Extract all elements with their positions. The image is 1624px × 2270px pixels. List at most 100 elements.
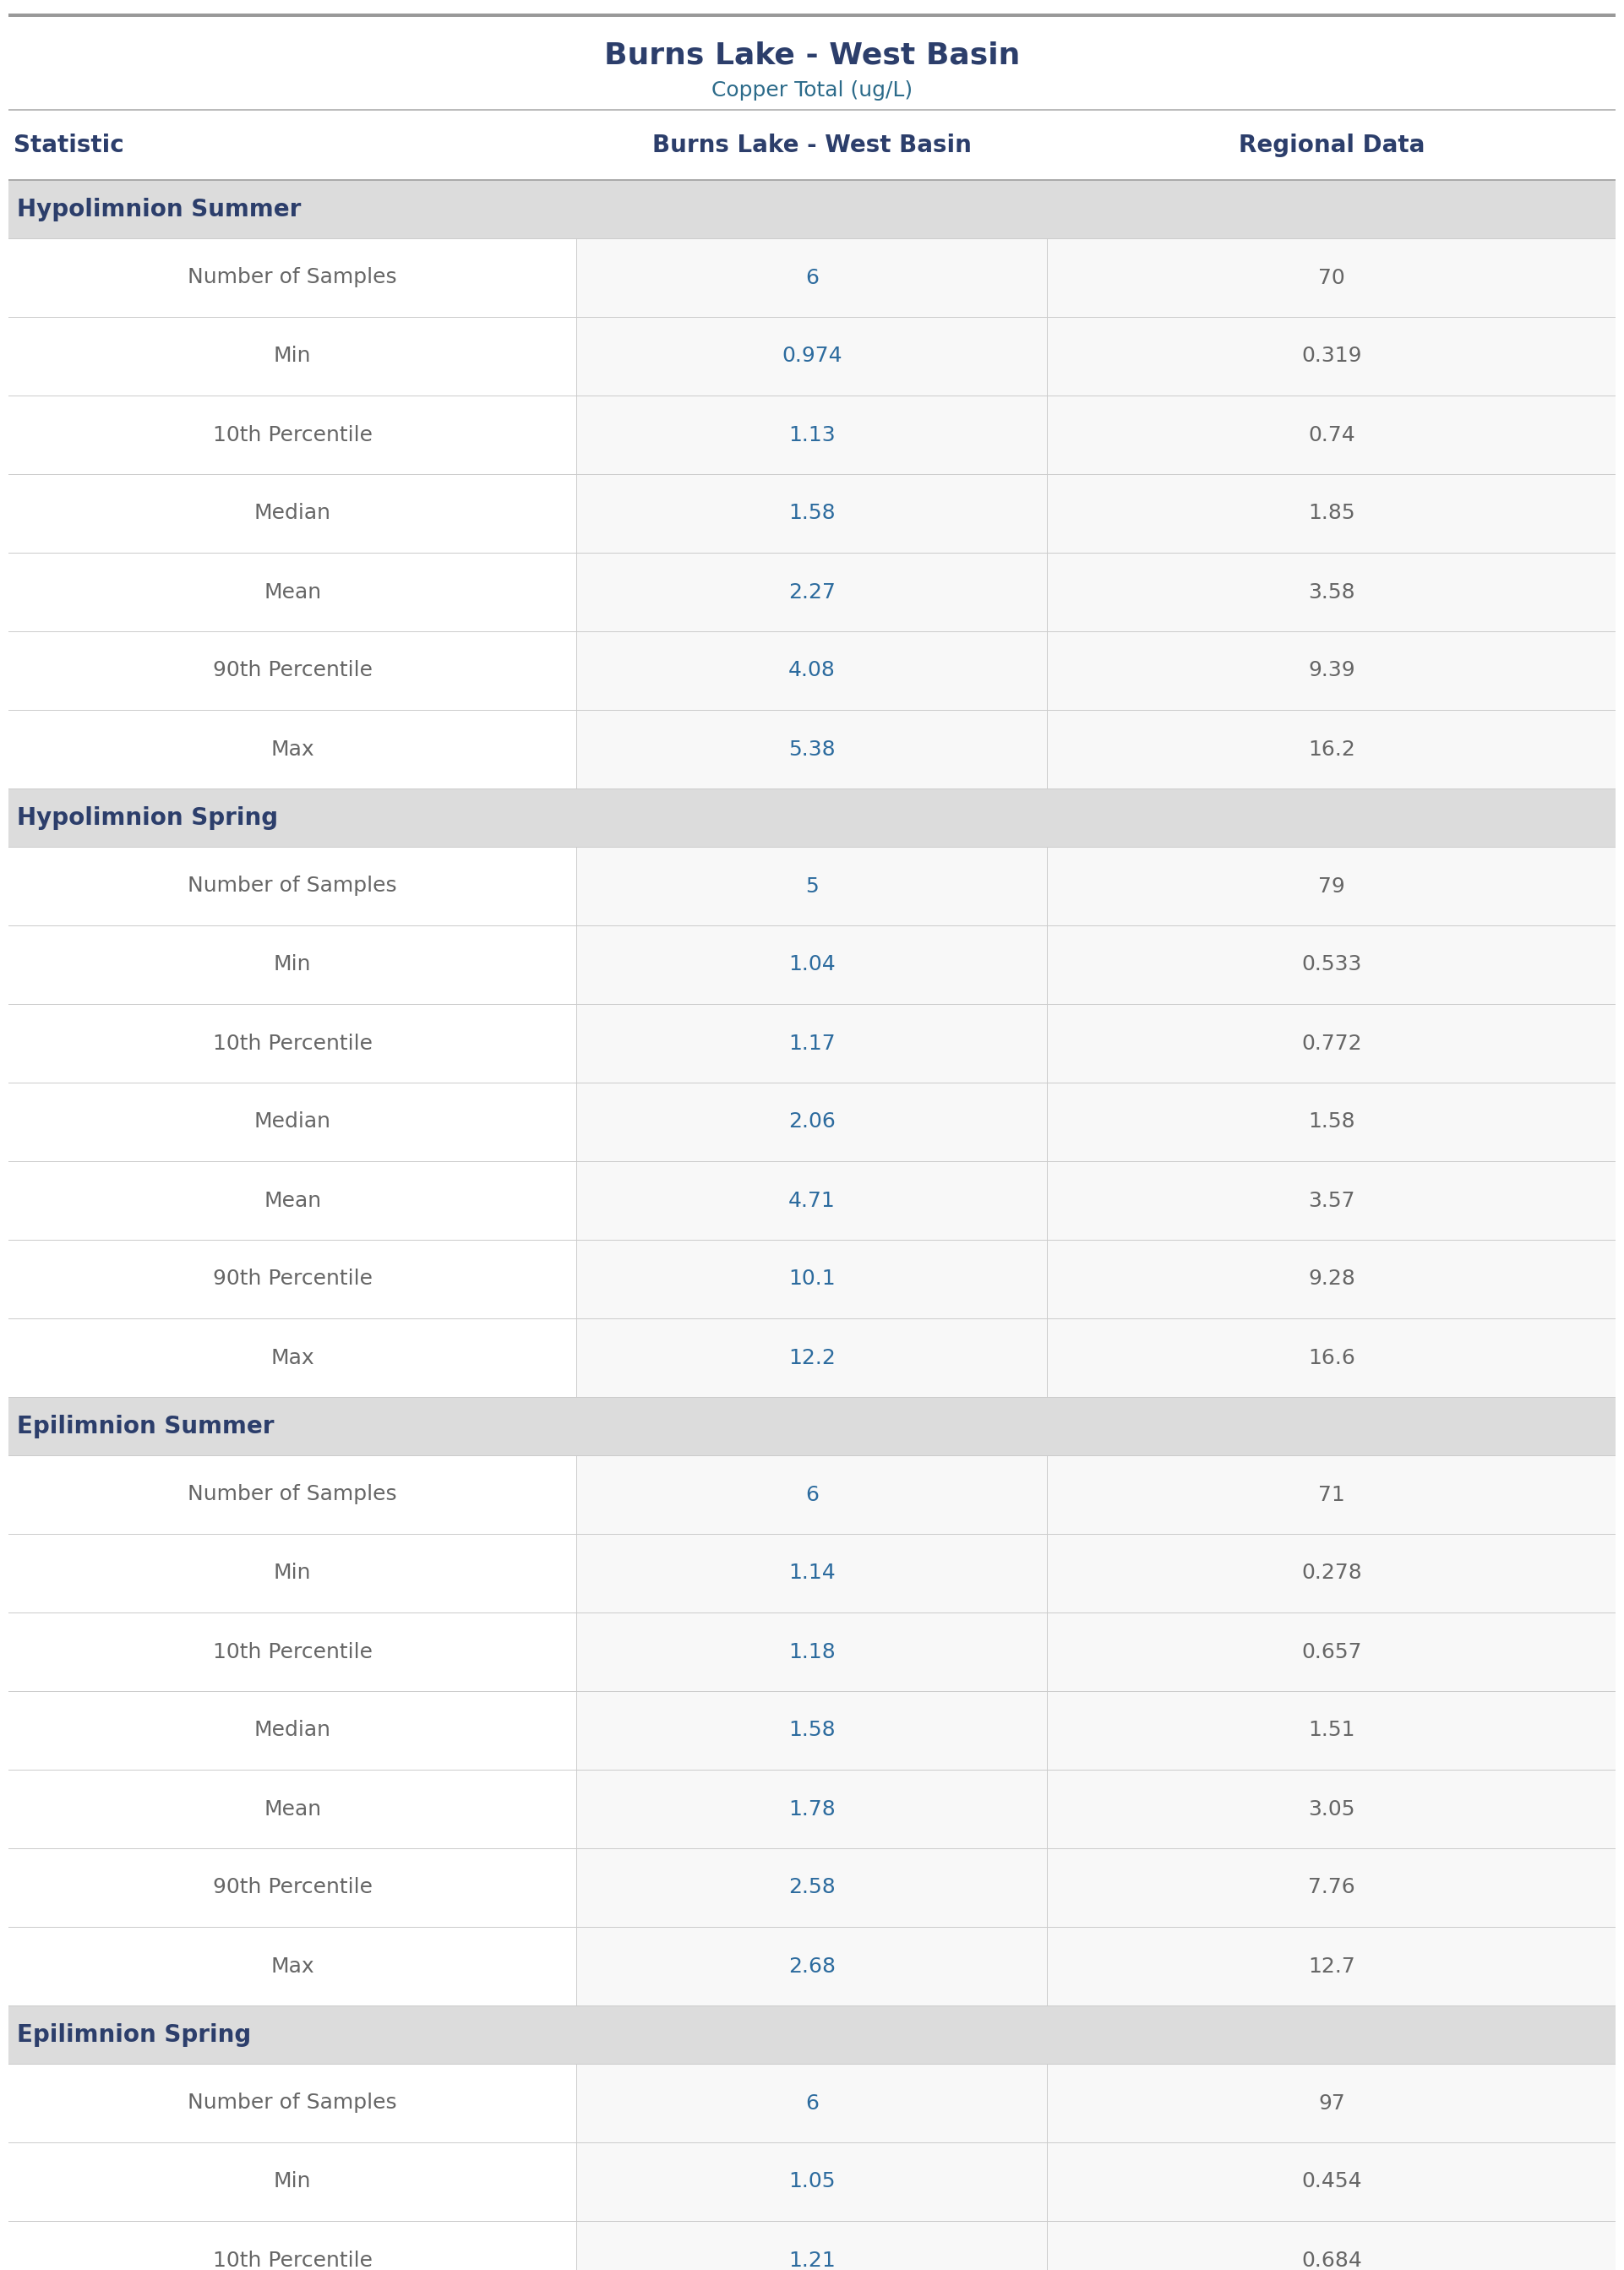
Text: 1.78: 1.78	[788, 1798, 836, 1818]
Bar	[577, 1691, 1616, 1768]
Text: Median: Median	[253, 1721, 331, 1741]
Bar	[577, 631, 1616, 711]
Text: 0.974: 0.974	[781, 345, 843, 365]
Text: 1.58: 1.58	[789, 1721, 835, 1741]
Text: 1.14: 1.14	[788, 1564, 836, 1584]
Text: 0.684: 0.684	[1301, 2250, 1363, 2270]
Text: Max: Max	[271, 740, 315, 760]
Bar	[8, 14, 1616, 16]
Text: 5.38: 5.38	[789, 740, 835, 760]
Text: Max: Max	[271, 1957, 315, 1977]
Text: Burns Lake - West Basin: Burns Lake - West Basin	[604, 41, 1020, 70]
Text: 3.05: 3.05	[1307, 1798, 1354, 1818]
Text: 9.39: 9.39	[1307, 661, 1354, 681]
Bar	[577, 1848, 1616, 1927]
Text: 6: 6	[806, 268, 818, 288]
Text: Number of Samples: Number of Samples	[188, 876, 398, 897]
Text: 0.74: 0.74	[1307, 424, 1354, 445]
Text: Max: Max	[271, 1348, 315, 1369]
Text: Min: Min	[274, 956, 312, 974]
Bar	[577, 2063, 1616, 2143]
Text: 2.68: 2.68	[788, 1957, 836, 1977]
Text: Regional Data: Regional Data	[1239, 134, 1424, 157]
Bar	[577, 474, 1616, 552]
Bar	[577, 1455, 1616, 1535]
Text: 3.57: 3.57	[1307, 1189, 1354, 1210]
Text: Mean: Mean	[263, 1798, 322, 1818]
Text: Mean: Mean	[263, 1189, 322, 1210]
Text: Min: Min	[274, 345, 312, 365]
Text: 16.6: 16.6	[1307, 1348, 1354, 1369]
Bar	[577, 1614, 1616, 1691]
Text: 90th Percentile: 90th Percentile	[213, 1269, 372, 1289]
Bar	[577, 1927, 1616, 2004]
Text: 97: 97	[1319, 2093, 1345, 2113]
Text: 6: 6	[806, 1485, 818, 1505]
Text: Epilimnion Summer: Epilimnion Summer	[16, 1414, 274, 1437]
Text: 10th Percentile: 10th Percentile	[213, 2250, 372, 2270]
Text: 5: 5	[806, 876, 818, 897]
Text: 2.06: 2.06	[788, 1112, 836, 1133]
Text: 1.58: 1.58	[1307, 1112, 1354, 1133]
Bar	[577, 711, 1616, 788]
Text: 0.278: 0.278	[1301, 1564, 1363, 1584]
Text: 16.2: 16.2	[1307, 740, 1354, 760]
Text: 1.21: 1.21	[788, 2250, 836, 2270]
Text: 0.657: 0.657	[1301, 1641, 1361, 1662]
Bar	[8, 2007, 1616, 2063]
Bar	[577, 2222, 1616, 2270]
Text: Min: Min	[274, 2172, 312, 2193]
Bar	[577, 2143, 1616, 2220]
Text: Number of Samples: Number of Samples	[188, 2093, 398, 2113]
Text: Burns Lake - West Basin: Burns Lake - West Basin	[653, 134, 971, 157]
Text: Min: Min	[274, 1564, 312, 1584]
Text: Hypolimnion Summer: Hypolimnion Summer	[16, 197, 300, 220]
Text: Mean: Mean	[263, 581, 322, 602]
Bar	[577, 238, 1616, 316]
Bar	[577, 847, 1616, 924]
Text: Median: Median	[253, 504, 331, 524]
Text: 10th Percentile: 10th Percentile	[213, 1033, 372, 1053]
Bar	[577, 926, 1616, 1003]
Bar	[577, 318, 1616, 395]
Bar	[577, 1771, 1616, 1848]
Text: 1.04: 1.04	[788, 956, 836, 974]
Text: 0.533: 0.533	[1301, 956, 1361, 974]
Bar	[8, 179, 1616, 238]
Text: 12.7: 12.7	[1307, 1957, 1354, 1977]
Text: 79: 79	[1319, 876, 1345, 897]
Text: 6: 6	[806, 2093, 818, 2113]
Text: 2.27: 2.27	[788, 581, 836, 602]
Bar	[577, 395, 1616, 474]
Text: 10.1: 10.1	[789, 1269, 835, 1289]
Text: 4.08: 4.08	[788, 661, 836, 681]
Text: 2.58: 2.58	[788, 1877, 836, 1898]
Bar	[577, 1239, 1616, 1319]
Text: 1.51: 1.51	[1307, 1721, 1354, 1741]
Text: Median: Median	[253, 1112, 331, 1133]
Text: 1.85: 1.85	[1307, 504, 1354, 524]
Text: 70: 70	[1319, 268, 1345, 288]
Bar	[8, 1398, 1616, 1455]
Text: 3.58: 3.58	[1307, 581, 1354, 602]
Bar	[8, 790, 1616, 847]
Text: 0.319: 0.319	[1301, 345, 1361, 365]
Text: 1.17: 1.17	[789, 1033, 835, 1053]
Text: 1.13: 1.13	[789, 424, 835, 445]
Bar	[577, 1319, 1616, 1396]
Text: 90th Percentile: 90th Percentile	[213, 661, 372, 681]
Bar	[577, 1162, 1616, 1239]
Text: 0.454: 0.454	[1301, 2172, 1363, 2193]
Text: 1.58: 1.58	[789, 504, 835, 524]
Text: 1.18: 1.18	[788, 1641, 836, 1662]
Text: Hypolimnion Spring: Hypolimnion Spring	[16, 806, 278, 829]
Text: 4.71: 4.71	[788, 1189, 836, 1210]
Text: 10th Percentile: 10th Percentile	[213, 1641, 372, 1662]
Text: Copper Total (ug/L): Copper Total (ug/L)	[711, 79, 913, 100]
Text: 90th Percentile: 90th Percentile	[213, 1877, 372, 1898]
Text: 71: 71	[1319, 1485, 1345, 1505]
Bar	[577, 554, 1616, 631]
Text: 0.772: 0.772	[1301, 1033, 1363, 1053]
Text: Statistic: Statistic	[13, 134, 123, 157]
Text: Number of Samples: Number of Samples	[188, 268, 398, 288]
